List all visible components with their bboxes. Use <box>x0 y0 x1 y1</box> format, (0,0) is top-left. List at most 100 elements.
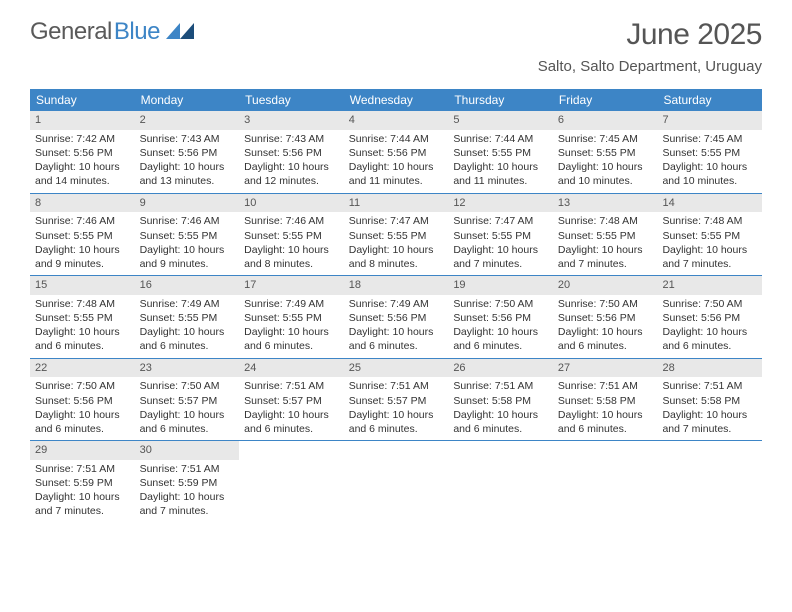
sunrise-line: Sunrise: 7:51 AM <box>662 379 757 393</box>
day-number: 17 <box>239 276 344 295</box>
sunset-line: Sunset: 5:57 PM <box>244 394 339 408</box>
sunset-line: Sunset: 5:55 PM <box>35 229 130 243</box>
day-number: 19 <box>448 276 553 295</box>
day-number: 30 <box>135 441 240 460</box>
daylight-line: Daylight: 10 hours and 7 minutes. <box>662 408 757 436</box>
day-header: Friday <box>553 89 658 111</box>
daylight-line: Daylight: 10 hours and 6 minutes. <box>349 408 444 436</box>
sunset-line: Sunset: 5:55 PM <box>35 311 130 325</box>
day-body: Sunrise: 7:51 AMSunset: 5:58 PMDaylight:… <box>657 379 762 436</box>
daylight-line: Daylight: 10 hours and 14 minutes. <box>35 160 130 188</box>
day-body: Sunrise: 7:49 AMSunset: 5:56 PMDaylight:… <box>344 297 449 354</box>
sunset-line: Sunset: 5:56 PM <box>35 394 130 408</box>
day-number: 10 <box>239 194 344 213</box>
sunset-line: Sunset: 5:56 PM <box>662 311 757 325</box>
day-number: 15 <box>30 276 135 295</box>
daylight-line: Daylight: 10 hours and 6 minutes. <box>244 408 339 436</box>
daylight-line: Daylight: 10 hours and 6 minutes. <box>453 325 548 353</box>
day-number: 8 <box>30 194 135 213</box>
daylight-line: Daylight: 10 hours and 7 minutes. <box>558 243 653 271</box>
day-number: 4 <box>344 111 449 130</box>
sunrise-line: Sunrise: 7:46 AM <box>140 214 235 228</box>
day-number: 21 <box>657 276 762 295</box>
sunset-line: Sunset: 5:58 PM <box>558 394 653 408</box>
day-body: Sunrise: 7:49 AMSunset: 5:55 PMDaylight:… <box>135 297 240 354</box>
day-cell: 17 Sunrise: 7:49 AMSunset: 5:55 PMDayligh… <box>239 276 344 358</box>
sunrise-line: Sunrise: 7:50 AM <box>140 379 235 393</box>
week-row: 29Sunrise: 7:51 AMSunset: 5:59 PMDayligh… <box>30 441 762 523</box>
daylight-line: Daylight: 10 hours and 6 minutes. <box>349 325 444 353</box>
day-header: Tuesday <box>239 89 344 111</box>
day-cell: 3Sunrise: 7:43 AMSunset: 5:56 PMDaylight… <box>239 111 344 193</box>
day-number: 28 <box>657 359 762 378</box>
sunrise-line: Sunrise: 7:48 AM <box>35 297 130 311</box>
day-body: Sunrise: 7:50 AMSunset: 5:56 PMDaylight:… <box>553 297 658 354</box>
day-cell: 2Sunrise: 7:43 AMSunset: 5:56 PMDaylight… <box>135 111 240 193</box>
sunset-line: Sunset: 5:56 PM <box>453 311 548 325</box>
day-body: Sunrise: 7:49 AMSunset: 5:55 PMDaylight:… <box>239 297 344 354</box>
week-row: 15Sunrise: 7:48 AMSunset: 5:55 PMDayligh… <box>30 276 762 359</box>
sunrise-line: Sunrise: 7:49 AM <box>140 297 235 311</box>
day-cell: 11Sunrise: 7:47 AMSunset: 5:55 PMDayligh… <box>344 194 449 276</box>
day-cell: 12Sunrise: 7:47 AMSunset: 5:55 PMDayligh… <box>448 194 553 276</box>
sunrise-line: Sunrise: 7:47 AM <box>349 214 444 228</box>
sunrise-line: Sunrise: 7:51 AM <box>349 379 444 393</box>
day-body: Sunrise: 7:48 AMSunset: 5:55 PMDaylight:… <box>553 214 658 271</box>
day-number: 26 <box>448 359 553 378</box>
daylight-line: Daylight: 10 hours and 6 minutes. <box>558 325 653 353</box>
day-cell: 5Sunrise: 7:44 AMSunset: 5:55 PMDaylight… <box>448 111 553 193</box>
daylight-line: Daylight: 10 hours and 7 minutes. <box>453 243 548 271</box>
day-number: 27 <box>553 359 658 378</box>
day-body: Sunrise: 7:51 AMSunset: 5:59 PMDaylight:… <box>135 462 240 519</box>
day-body: Sunrise: 7:50 AMSunset: 5:56 PMDaylight:… <box>448 297 553 354</box>
day-number: 20 <box>553 276 658 295</box>
day-cell: 9Sunrise: 7:46 AMSunset: 5:55 PMDaylight… <box>135 194 240 276</box>
sunset-line: Sunset: 5:55 PM <box>140 311 235 325</box>
day-body: Sunrise: 7:45 AMSunset: 5:55 PMDaylight:… <box>657 132 762 189</box>
logo-text-1: General <box>30 18 112 46</box>
day-cell <box>239 441 344 523</box>
daylight-line: Daylight: 10 hours and 6 minutes. <box>35 408 130 436</box>
week-row: 8Sunrise: 7:46 AMSunset: 5:55 PMDaylight… <box>30 194 762 277</box>
daylight-line: Daylight: 10 hours and 6 minutes. <box>558 408 653 436</box>
sunset-line: Sunset: 5:56 PM <box>349 311 444 325</box>
sunrise-line: Sunrise: 7:51 AM <box>244 379 339 393</box>
day-number: 5 <box>448 111 553 130</box>
day-body: Sunrise: 7:43 AMSunset: 5:56 PMDaylight:… <box>239 132 344 189</box>
day-cell <box>553 441 658 523</box>
day-header-row: SundayMondayTuesdayWednesdayThursdayFrid… <box>30 89 762 111</box>
sunset-line: Sunset: 5:55 PM <box>453 229 548 243</box>
logo: GeneralBlue <box>30 18 194 46</box>
day-cell: 19 Sunrise: 7:50 AMSunset: 5:56 PMDayligh… <box>448 276 553 358</box>
daylight-line: Daylight: 10 hours and 7 minutes. <box>35 490 130 518</box>
day-body: Sunrise: 7:48 AMSunset: 5:55 PMDaylight:… <box>30 297 135 354</box>
day-body: Sunrise: 7:47 AMSunset: 5:55 PMDaylight:… <box>448 214 553 271</box>
sunset-line: Sunset: 5:59 PM <box>140 476 235 490</box>
sunset-line: Sunset: 5:57 PM <box>349 394 444 408</box>
day-cell: 8Sunrise: 7:46 AMSunset: 5:55 PMDaylight… <box>30 194 135 276</box>
day-cell: 16Sunrise: 7:49 AMSunset: 5:55 PMDayligh… <box>135 276 240 358</box>
day-cell: 22Sunrise: 7:50 AMSunset: 5:56 PMDayligh… <box>30 359 135 441</box>
sunrise-line: Sunrise: 7:45 AM <box>662 132 757 146</box>
day-cell: 29Sunrise: 7:51 AMSunset: 5:59 PMDayligh… <box>30 441 135 523</box>
sunset-line: Sunset: 5:58 PM <box>662 394 757 408</box>
sunset-line: Sunset: 5:55 PM <box>244 229 339 243</box>
sunset-line: Sunset: 5:59 PM <box>35 476 130 490</box>
daylight-line: Daylight: 10 hours and 13 minutes. <box>140 160 235 188</box>
day-number: 22 <box>30 359 135 378</box>
week-row: 1Sunrise: 7:42 AMSunset: 5:56 PMDaylight… <box>30 111 762 194</box>
sunrise-line: Sunrise: 7:43 AM <box>244 132 339 146</box>
day-header: Thursday <box>448 89 553 111</box>
day-cell: 27Sunrise: 7:51 AMSunset: 5:58 PMDayligh… <box>553 359 658 441</box>
day-cell: 7Sunrise: 7:45 AMSunset: 5:55 PMDaylight… <box>657 111 762 193</box>
sunrise-line: Sunrise: 7:51 AM <box>140 462 235 476</box>
day-cell: 28Sunrise: 7:51 AMSunset: 5:58 PMDayligh… <box>657 359 762 441</box>
daylight-line: Daylight: 10 hours and 6 minutes. <box>140 325 235 353</box>
sunset-line: Sunset: 5:55 PM <box>140 229 235 243</box>
day-cell <box>344 441 449 523</box>
day-number: 13 <box>553 194 658 213</box>
day-body: Sunrise: 7:45 AMSunset: 5:55 PMDaylight:… <box>553 132 658 189</box>
day-number: 23 <box>135 359 240 378</box>
sunrise-line: Sunrise: 7:49 AM <box>244 297 339 311</box>
day-number: 2 <box>135 111 240 130</box>
